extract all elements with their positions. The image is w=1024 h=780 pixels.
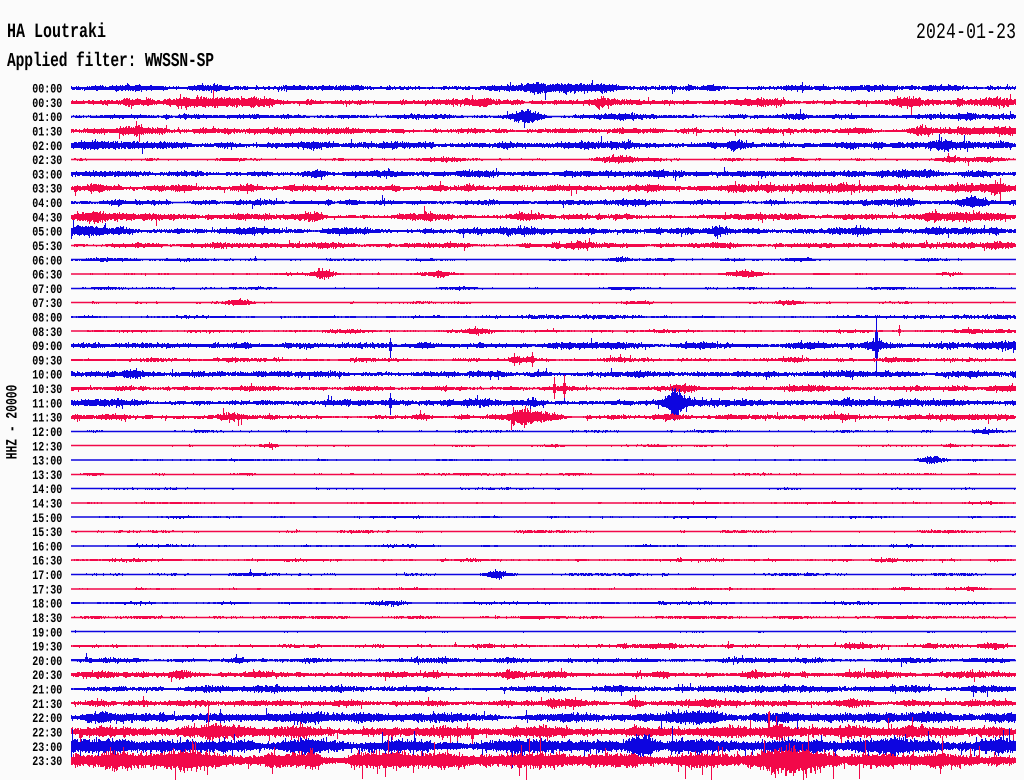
- svg-text:Applied filter: WWSSN-SP: Applied filter: WWSSN-SP: [7, 51, 214, 73]
- svg-text:16:30: 16:30: [32, 556, 62, 570]
- svg-text:18:30: 18:30: [32, 613, 62, 627]
- svg-text:02:30: 02:30: [32, 155, 62, 169]
- svg-text:17:30: 17:30: [32, 584, 62, 598]
- svg-text:01:30: 01:30: [32, 126, 62, 140]
- svg-text:20:00: 20:00: [32, 656, 62, 670]
- svg-text:18:00: 18:00: [32, 599, 62, 613]
- svg-text:13:30: 13:30: [32, 470, 62, 484]
- svg-text:12:00: 12:00: [32, 427, 62, 441]
- svg-text:00:00: 00:00: [32, 83, 62, 97]
- svg-text:11:30: 11:30: [32, 413, 62, 427]
- svg-text:HHZ - 20000: HHZ - 20000: [5, 384, 22, 459]
- svg-text:12:30: 12:30: [32, 441, 62, 455]
- svg-text:15:30: 15:30: [32, 527, 62, 541]
- svg-text:08:00: 08:00: [32, 312, 62, 326]
- svg-text:03:00: 03:00: [32, 169, 62, 183]
- svg-text:09:30: 09:30: [32, 355, 62, 369]
- svg-text:07:00: 07:00: [32, 284, 62, 298]
- svg-text:22:00: 22:00: [32, 713, 62, 727]
- svg-text:23:30: 23:30: [32, 756, 62, 770]
- svg-text:14:30: 14:30: [32, 498, 62, 512]
- svg-text:05:00: 05:00: [32, 227, 62, 241]
- svg-text:04:30: 04:30: [32, 212, 62, 226]
- svg-text:23:00: 23:00: [32, 742, 62, 756]
- svg-text:HA Loutraki: HA Loutraki: [7, 21, 106, 44]
- svg-text:22:30: 22:30: [32, 727, 62, 741]
- svg-text:00:30: 00:30: [32, 98, 62, 112]
- svg-text:15:00: 15:00: [32, 513, 62, 527]
- svg-text:19:30: 19:30: [32, 642, 62, 656]
- svg-text:17:00: 17:00: [32, 570, 62, 584]
- svg-text:2024-01-23: 2024-01-23: [916, 19, 1016, 45]
- svg-text:02:00: 02:00: [32, 141, 62, 155]
- svg-text:10:30: 10:30: [32, 384, 62, 398]
- svg-text:05:30: 05:30: [32, 241, 62, 255]
- svg-text:07:30: 07:30: [32, 298, 62, 312]
- svg-text:21:30: 21:30: [32, 699, 62, 713]
- svg-text:01:00: 01:00: [32, 112, 62, 126]
- svg-text:09:00: 09:00: [32, 341, 62, 355]
- svg-text:20:30: 20:30: [32, 670, 62, 684]
- svg-text:10:00: 10:00: [32, 370, 62, 384]
- svg-text:06:00: 06:00: [32, 255, 62, 269]
- svg-text:13:00: 13:00: [32, 456, 62, 470]
- svg-text:04:00: 04:00: [32, 198, 62, 212]
- svg-text:21:00: 21:00: [32, 684, 62, 698]
- svg-text:06:30: 06:30: [32, 270, 62, 284]
- svg-text:19:00: 19:00: [32, 627, 62, 641]
- svg-text:14:00: 14:00: [32, 484, 62, 498]
- svg-text:03:30: 03:30: [32, 184, 62, 198]
- svg-text:08:30: 08:30: [32, 327, 62, 341]
- svg-text:11:00: 11:00: [32, 398, 62, 412]
- svg-text:16:00: 16:00: [32, 541, 62, 555]
